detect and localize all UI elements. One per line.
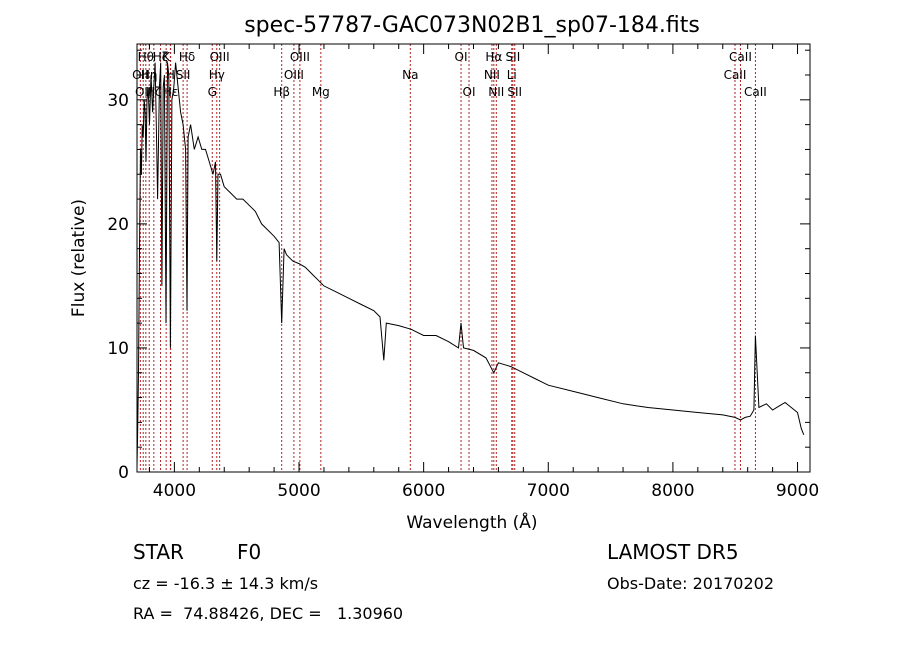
line-label-22: Hα [485, 50, 502, 64]
object-class: STAR [133, 540, 184, 564]
line-label-19: OI [455, 50, 468, 64]
line-label-18: Na [402, 68, 418, 82]
line-label-25: SII [506, 50, 521, 64]
x-tick-label: 7000 [527, 481, 570, 501]
line-label-16: OIII [290, 50, 310, 64]
line-label-2: Hθ [138, 50, 154, 64]
object-subclass: F0 [237, 540, 262, 564]
line-label-28: CaII [729, 50, 752, 64]
line-label-21: NII [484, 68, 500, 82]
plot-frame [136, 43, 811, 473]
line-label-12: Hγ [209, 68, 225, 82]
line-label-5: Hζ [153, 50, 169, 64]
line-label-14: Hβ [273, 85, 290, 99]
y-axis-label: Flux (relative) [69, 199, 89, 317]
line-label-23: NII [488, 85, 504, 99]
line-label-3: Hη [141, 68, 158, 82]
line-label-15: OIII [284, 68, 304, 82]
y-tick-label: 20 [107, 215, 129, 235]
line-label-6: K [162, 50, 171, 64]
x-tick-label: 8000 [651, 481, 694, 501]
line-label-9: SII [176, 68, 191, 82]
y-axis: 0 10 20 30 [107, 49, 810, 483]
line-label-26: SII [507, 85, 522, 99]
y-tick-label: 0 [118, 463, 129, 483]
line-label-24: Li [507, 68, 517, 82]
line-label-11: G [208, 85, 217, 99]
line-label-13: OIII [210, 50, 230, 64]
x-tick-label: 6000 [402, 481, 445, 501]
line-label-10: Hδ [179, 50, 195, 64]
redshift-text: cz = -16.3 ± 14.3 km/s [133, 574, 319, 593]
x-axis-label: Wavelength (Å) [406, 511, 537, 533]
line-label-17: Mg [312, 85, 330, 99]
line-label-20: OI [463, 85, 476, 99]
line-label-7: H [166, 68, 175, 82]
line-label-27: CaII [724, 68, 747, 82]
line-label-8: Hε [163, 85, 179, 99]
chart-title: spec-57787-GAC073N02B1_sp07-184.fits [244, 13, 700, 38]
obs-date: Obs-Date: 20170202 [607, 574, 775, 593]
coordinates: RA = 74.88426, DEC = 1.30960 [133, 604, 404, 623]
line-label-29: CaII [744, 85, 767, 99]
x-tick-label: 5000 [277, 481, 320, 501]
survey-name: LAMOST DR5 [607, 540, 739, 564]
x-tick-label: 4000 [153, 481, 196, 501]
y-tick-label: 10 [107, 339, 129, 359]
y-tick-label: 30 [107, 91, 129, 111]
line-labels: OIIOIIHθHηHζHζKHHεSIIHδGHγOIIIHβOIIIOIII… [132, 50, 767, 99]
x-tick-label: 9000 [776, 481, 819, 501]
line-markers [139, 44, 756, 472]
spectrum-series [136, 62, 805, 466]
x-axis: 4000 5000 6000 7000 8000 9000 [148, 44, 819, 501]
